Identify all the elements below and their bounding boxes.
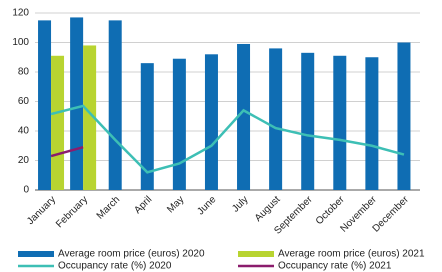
bar [70,17,84,190]
x-tick-label: March [95,194,122,221]
bar [140,63,154,190]
bar [333,55,347,191]
y-tick-label: 80 [18,67,30,78]
y-tick-label: 20 [18,155,30,166]
bar [83,45,97,191]
bar [397,42,411,190]
x-tick-label: August [253,194,283,224]
legend-label: Occupancy rate (%) 2021 [278,261,392,272]
x-tick-label: July [230,194,250,214]
y-tick-label: 40 [18,126,30,137]
bar [204,54,218,190]
bar [51,55,65,191]
x-tick-label: June [195,194,218,217]
legend-swatch [18,251,54,257]
y-tick-label: 120 [12,8,29,19]
bar [237,43,251,190]
y-tick-label: 100 [12,37,29,48]
bar [108,20,122,190]
x-tick-label: February [54,194,90,230]
x-tick-label: May [165,194,186,215]
x-tick-label: April [132,194,154,216]
bar [301,52,315,191]
y-tick-label: 60 [18,96,30,107]
legend-swatch [238,251,274,257]
line [50,104,405,174]
bar [38,20,52,190]
bar [365,57,379,190]
y-tick-label: 0 [23,185,29,196]
bar [172,58,186,190]
legend-label: Average room price (euros) 2020 [58,249,205,260]
bar [269,48,283,191]
legend-label: Occupancy rate (%) 2020 [58,261,172,272]
line [50,146,84,158]
legend-label: Average room price (euros) 2021 [278,249,425,260]
